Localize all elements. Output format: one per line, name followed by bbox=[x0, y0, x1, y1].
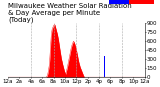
Bar bbox=[104, 56, 105, 77]
Text: Milwaukee Weather Solar Radiation
& Day Average per Minute
(Today): Milwaukee Weather Solar Radiation & Day … bbox=[8, 3, 132, 23]
